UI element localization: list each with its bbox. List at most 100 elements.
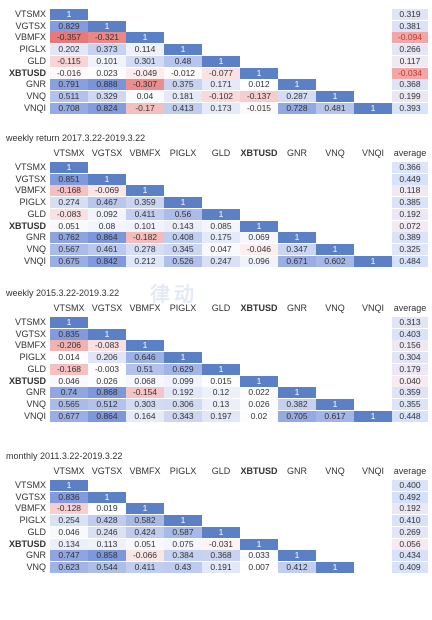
heatmap-cell: 0.306: [164, 398, 202, 410]
heatmap-title: monthly 2011.3.22-2019.3.22: [6, 451, 123, 461]
heatmap-cell: 0.728: [278, 102, 316, 114]
heatmap-cell: -0.012: [164, 67, 202, 79]
column-header: VNQI: [361, 303, 384, 313]
heatmap-cell: 0.012: [240, 79, 278, 91]
average-header: average: [393, 148, 427, 158]
heatmap-cell: 0.026: [240, 398, 278, 410]
heatmap-cell: -0.307: [126, 79, 164, 91]
column-header: VTSMX: [53, 303, 85, 313]
heatmap-cell: 0.191: [202, 561, 240, 573]
heatmap-cell: 0.046: [50, 375, 88, 387]
heatmap-cell: 0.023: [88, 67, 126, 79]
heatmap-cell: 0.134: [50, 538, 88, 550]
heatmap-cell: 1: [164, 44, 202, 56]
column-header: VNQ: [325, 148, 345, 158]
heatmap-cell: 0.099: [164, 375, 202, 387]
heatmap-cell: 0.544: [88, 561, 126, 573]
heatmap-cell: 0.246: [88, 526, 126, 538]
heatmap-cell: 0.301: [126, 55, 164, 67]
row-label: VBMFX: [14, 185, 46, 196]
heatmap-cell: 0.375: [164, 79, 202, 91]
heatmap-cell: 0.026: [88, 375, 126, 387]
heatmap-cell: -0.154: [126, 387, 164, 399]
heatmap-cell: 0.836: [50, 491, 88, 503]
heatmap-cell: 1: [202, 208, 240, 220]
heatmap-cell: 1: [316, 90, 354, 102]
average-cell: -0.094: [392, 32, 428, 44]
heatmap-cell: 1: [316, 561, 354, 573]
average-cell: 0.179: [392, 363, 428, 375]
average-cell: 0.304: [392, 352, 428, 364]
heatmap-cell: 0.43: [164, 561, 202, 573]
heatmap-cell: 1: [240, 375, 278, 387]
heatmap-cell: 0.113: [88, 538, 126, 550]
heatmap-cell: 1: [164, 515, 202, 527]
heatmap-cell: 0.629: [164, 363, 202, 375]
heatmap-cell: 0.047: [202, 243, 240, 255]
column-header: VTSMX: [53, 466, 85, 476]
heatmap-cell: 0.015: [202, 375, 240, 387]
heatmap-cell: 0.675: [50, 255, 88, 267]
row-label: VNQI: [23, 410, 46, 421]
heatmap-cell: 0.254: [50, 515, 88, 527]
column-header: GNR: [287, 466, 307, 476]
heatmap-cell: 0.864: [88, 232, 126, 244]
heatmap-cell: 1: [50, 480, 88, 491]
heatmap-cell: 1: [354, 410, 392, 422]
heatmap-cell: 1: [202, 363, 240, 375]
row-label: PIGLX: [19, 352, 46, 363]
heatmap-cell: 0.602: [316, 255, 354, 267]
row-label: XBTUSD: [8, 220, 46, 231]
heatmap-cell: 0.829: [50, 20, 88, 32]
heatmap-cell: 0.824: [88, 102, 126, 114]
heatmap-cell: -0.168: [50, 185, 88, 197]
heatmap-panel: weekly 2015.3.22-2019.3.22 VTSMX VGTSX VBMF…: [0, 288, 432, 457]
heatmap-cell: 0.835: [50, 328, 88, 340]
row-label: PIGLX: [19, 515, 46, 526]
row-label: VTSMX: [14, 317, 46, 327]
heatmap-cell: -0.168: [50, 363, 88, 375]
row-label: VGTSX: [15, 20, 46, 31]
heatmap-cell: 0.171: [202, 79, 240, 91]
watermark-logo: 律动: [150, 284, 198, 306]
heatmap-cell: 0.868: [88, 387, 126, 399]
average-cell: 0.192: [392, 503, 428, 515]
average-cell: 0.156: [392, 340, 428, 352]
heatmap-cell: 0.481: [316, 102, 354, 114]
row-label: VNQ: [26, 90, 46, 101]
heatmap-cell: 0.411: [126, 208, 164, 220]
heatmap-cell: 0.04: [126, 90, 164, 102]
heatmap-cell: 0.206: [88, 352, 126, 364]
heatmap-cell: -0.003: [88, 363, 126, 375]
heatmap-cell: 1: [126, 32, 164, 44]
row-label: GLD: [27, 208, 46, 219]
heatmap-cell: 1: [126, 340, 164, 352]
heatmap-cell: 0.373: [88, 44, 126, 56]
row-label: XBTUSD: [8, 375, 46, 386]
average-header: average: [393, 466, 427, 476]
heatmap-cell: -0.083: [50, 208, 88, 220]
row-label: PIGLX: [19, 197, 46, 208]
heatmap-cell: 0.762: [50, 232, 88, 244]
average-cell: 0.355: [392, 398, 428, 410]
heatmap-cell: 0.101: [126, 220, 164, 232]
heatmap-cell: 0.747: [50, 550, 88, 562]
heatmap-cell: -0.115: [50, 55, 88, 67]
heatmap-cell: 0.068: [126, 375, 164, 387]
heatmap-cell: 0.085: [202, 220, 240, 232]
average-cell: 0.448: [392, 410, 428, 422]
column-header: GLD: [211, 148, 231, 158]
row-label: VNQ: [26, 398, 46, 409]
heatmap-cell: 0.096: [240, 255, 278, 267]
row-label: VGTSX: [15, 173, 46, 184]
row-label: VBMFX: [14, 32, 46, 43]
average-cell: 0.072: [392, 220, 428, 232]
average-cell: 0.368: [392, 79, 428, 91]
heatmap-cell: 0.13: [202, 398, 240, 410]
row-label: VBMFX: [14, 340, 46, 351]
heatmap-cell: -0.049: [126, 67, 164, 79]
average-cell: 0.325: [392, 243, 428, 255]
heatmap-cell: 1: [240, 220, 278, 232]
row-label: VBMFX: [14, 503, 46, 514]
row-label: VGTSX: [15, 491, 46, 502]
